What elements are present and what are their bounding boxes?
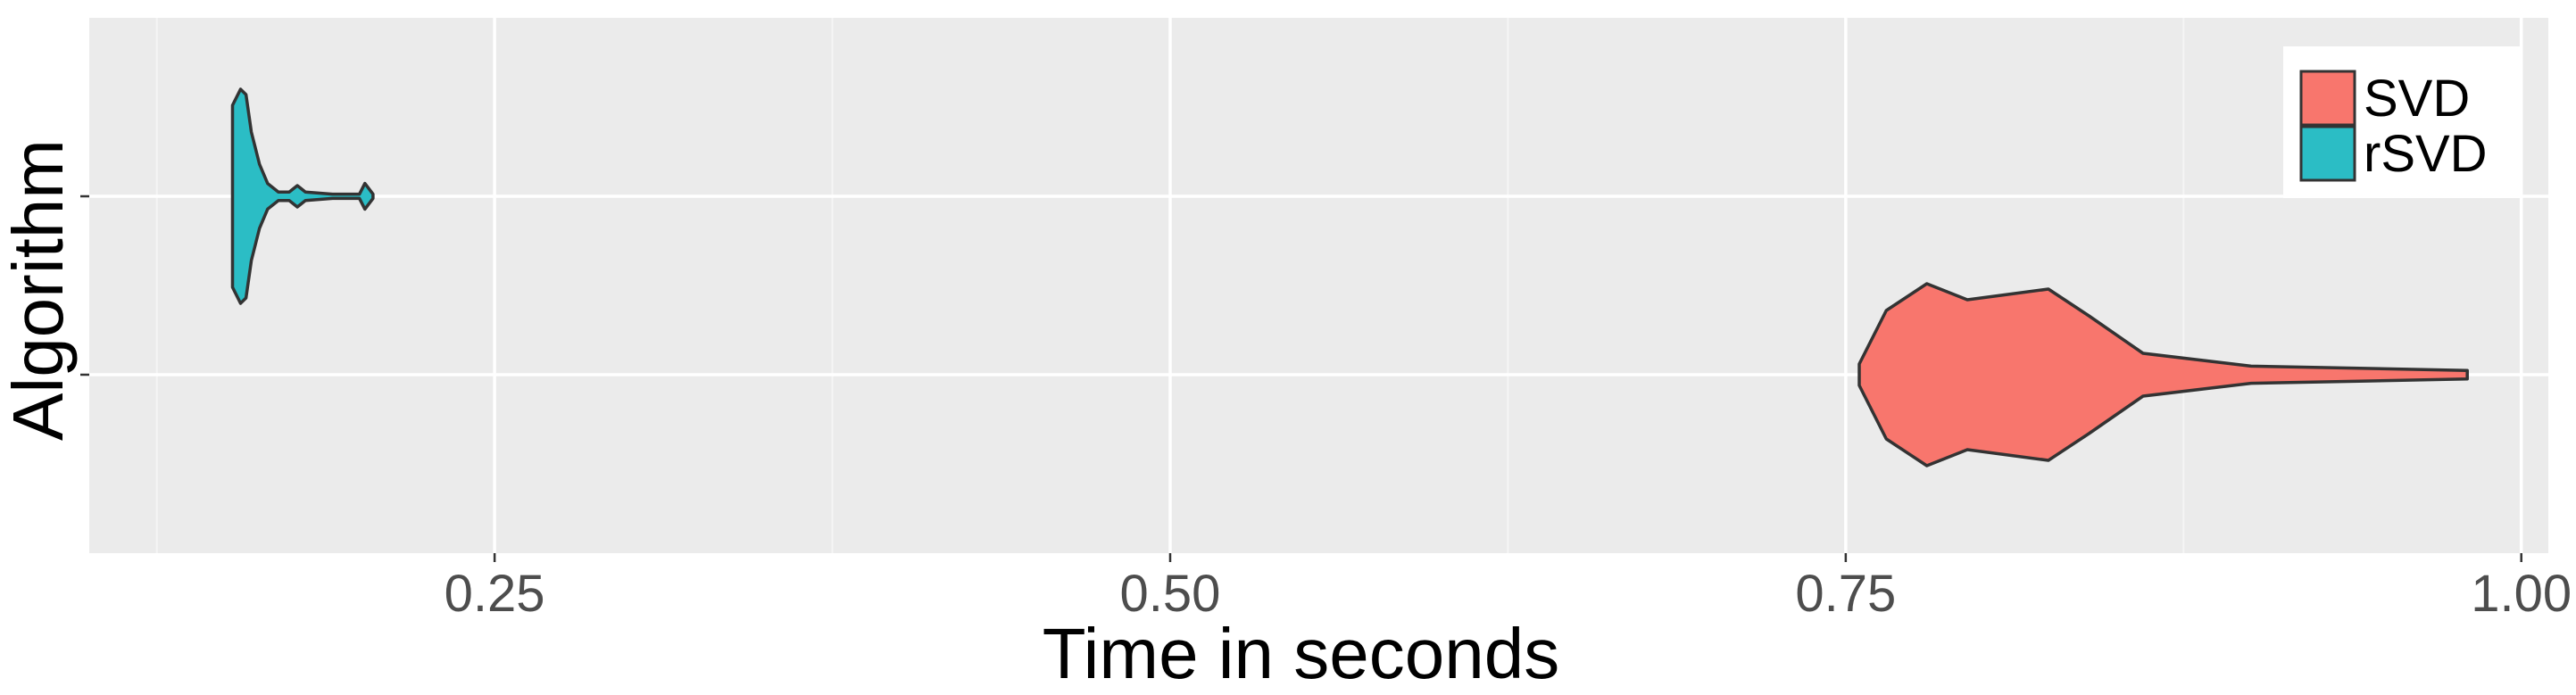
violin-svd [1857,282,2469,467]
legend-key-svd [2299,70,2356,127]
legend-label-svd: SVD [2364,70,2470,128]
x-tick-label: 0.75 [1795,565,1896,623]
x-tick-label: 1.00 [2471,565,2572,623]
violin-rsvd [230,87,375,305]
legend-label-rsvd: rSVD [2364,125,2488,183]
x-tick-label: 0.25 [445,565,545,623]
legend-key-rsvd [2299,125,2356,182]
plot-panel-background [89,18,2548,553]
x-axis-title: Time in seconds [1043,614,1560,693]
x-tick-label: 0.50 [1120,565,1221,623]
y-axis-title: Algorithm [0,139,78,441]
